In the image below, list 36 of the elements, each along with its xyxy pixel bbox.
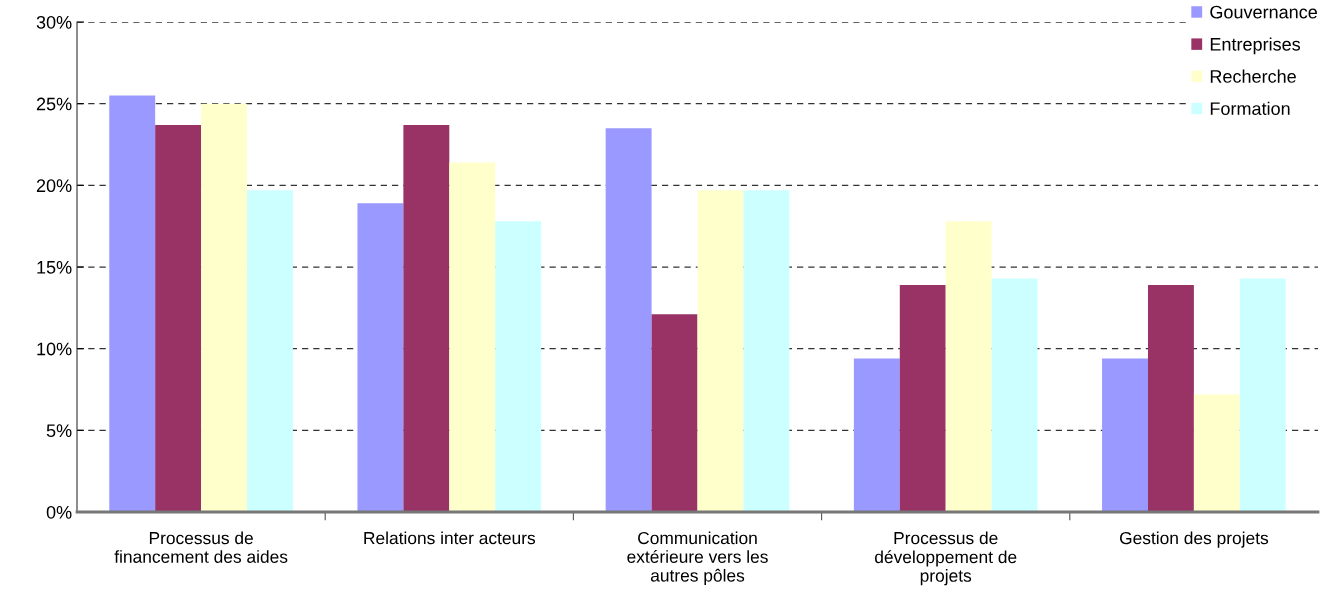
bar: [1239, 278, 1286, 512]
x-tick-label: Relations inter acteurs: [364, 531, 536, 545]
legend-label: Formation: [1210, 101, 1290, 116]
bar: [109, 95, 156, 512]
y-tick-label: 20%: [36, 179, 72, 193]
y-tick-label: 30%: [36, 15, 72, 29]
bar: [1147, 284, 1194, 512]
bar: [651, 314, 698, 512]
bar: [155, 124, 202, 512]
y-tick-label: 10%: [37, 342, 72, 356]
bar: [697, 190, 744, 512]
y-tick-label: 15%: [37, 261, 72, 274]
legend-label: Gouvernance: [1210, 5, 1317, 19]
bar: [495, 221, 542, 512]
x-tick-label: Communication extérieure vers les autres pôles: [627, 531, 768, 586]
bar: [201, 103, 248, 512]
bar: [1193, 394, 1240, 512]
x-tick-label: Gestion des projets: [1119, 531, 1269, 548]
y-tick-label: 5%: [46, 424, 72, 438]
x-tick-label: Processus de développement de projets: [875, 531, 1017, 586]
bar: [605, 128, 652, 512]
legend-label: Recherche: [1210, 69, 1296, 83]
bar: [743, 190, 790, 512]
bar: [945, 221, 992, 512]
bar: [403, 124, 450, 512]
bar: [449, 162, 496, 512]
bar: [357, 203, 404, 512]
y-tick-label: 0%: [46, 505, 72, 519]
x-tick-label: Processus de financement des aides: [114, 531, 288, 563]
bar: [853, 358, 900, 512]
y-tick-label: 25%: [36, 97, 72, 111]
legend-label: Entreprises: [1210, 37, 1301, 55]
bar: [899, 284, 946, 512]
bar: [1102, 358, 1148, 512]
bar: [991, 278, 1038, 512]
bar: [247, 190, 293, 512]
